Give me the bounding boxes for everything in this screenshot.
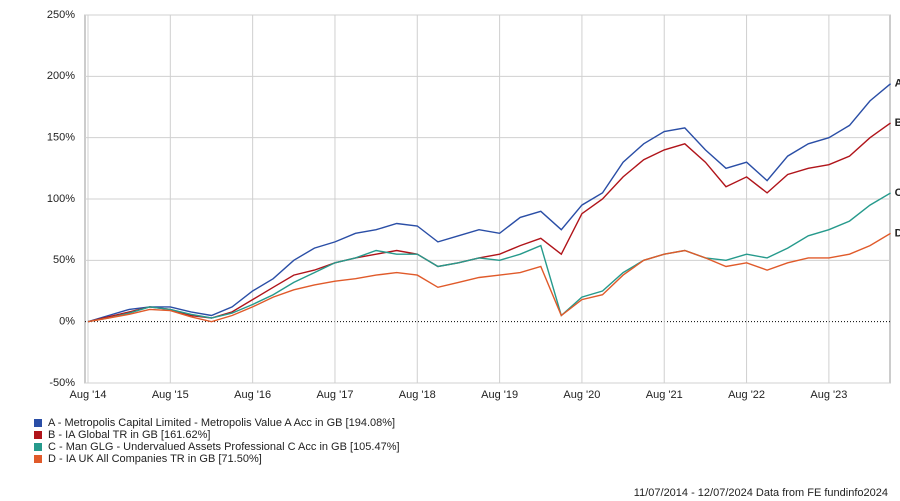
legend-swatch — [34, 455, 42, 463]
legend-label: A - Metropolis Capital Limited - Metropo… — [48, 417, 395, 429]
series-end-label: A — [895, 78, 900, 90]
x-tick-label: Aug '17 — [316, 389, 353, 401]
y-tick-label: 100% — [47, 193, 75, 205]
x-tick-label: Aug '23 — [810, 389, 847, 401]
legend-swatch — [34, 431, 42, 439]
x-tick-label: Aug '15 — [152, 389, 189, 401]
legend-swatch — [34, 419, 42, 427]
series-end-label: B — [895, 117, 900, 129]
series-line — [87, 192, 891, 323]
legend-swatch — [34, 443, 42, 451]
x-tick-label: Aug '21 — [646, 389, 683, 401]
y-tick-label: 200% — [47, 70, 75, 82]
x-tick-label: Aug '20 — [563, 389, 600, 401]
y-tick-label: 150% — [47, 132, 75, 144]
x-tick-label: Aug '18 — [399, 389, 436, 401]
series-line — [87, 232, 891, 323]
legend-label: C - Man GLG - Undervalued Assets Profess… — [48, 441, 400, 453]
series-end-label: D — [895, 227, 900, 239]
y-tick-label: -50% — [49, 377, 75, 389]
footer: 11/07/2014 - 12/07/2024 Data from FE fun… — [634, 487, 888, 499]
y-tick-label: 250% — [47, 9, 75, 21]
x-tick-label: Aug '14 — [70, 389, 107, 401]
series-line — [87, 83, 892, 323]
series-line — [87, 122, 892, 323]
y-tick-label: 50% — [53, 254, 75, 266]
x-tick-label: Aug '22 — [728, 389, 765, 401]
x-tick-label: Aug '19 — [481, 389, 518, 401]
y-tick-label: 0% — [59, 316, 75, 328]
legend-label: D - IA UK All Companies TR in GB [71.50%… — [48, 453, 262, 465]
x-tick-label: Aug '16 — [234, 389, 271, 401]
legend-label: B - IA Global TR in GB [161.62%] — [48, 429, 210, 441]
series-end-label: C — [895, 187, 900, 199]
